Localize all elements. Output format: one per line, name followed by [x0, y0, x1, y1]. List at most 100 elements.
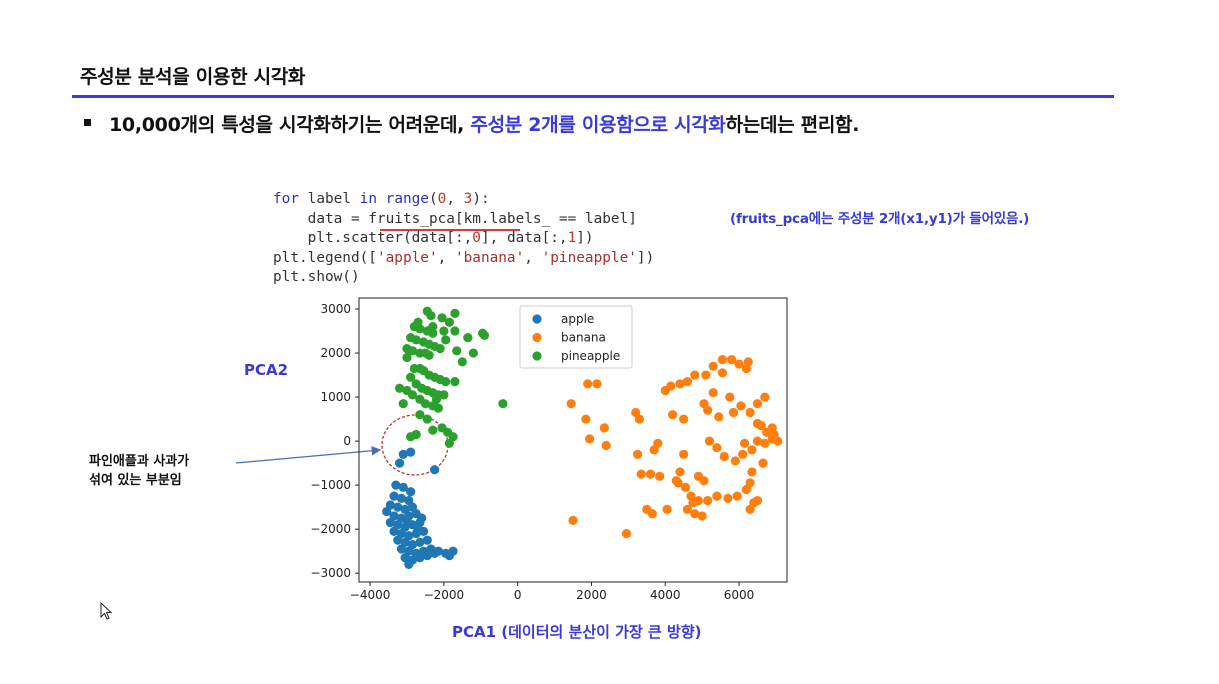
scatter-point-banana: [725, 392, 735, 402]
bullet-marker: [84, 119, 91, 126]
scatter-point-banana: [714, 412, 724, 422]
scatter-point-banana: [752, 495, 763, 506]
scatter-point-pineapple: [398, 399, 408, 409]
plot-frame: [358, 297, 788, 583]
scatter-point-banana: [719, 451, 729, 462]
scatter-point-banana: [585, 434, 595, 444]
scatter-point-banana: [592, 379, 602, 389]
scatter-point-banana: [743, 357, 753, 367]
scatter-point-apple: [396, 544, 407, 554]
scatter-point-banana: [727, 355, 737, 365]
scatter-point-pineapple: [444, 438, 454, 448]
scatter-point-banana: [653, 438, 663, 448]
scatter-point-pineapple: [457, 357, 467, 367]
y-axis-annotation: PCA2: [244, 361, 289, 379]
scatter-point-banana: [690, 509, 700, 519]
scatter-point-apple: [406, 447, 416, 457]
scatter-point-banana: [568, 515, 578, 525]
scatter-point-banana: [723, 493, 733, 503]
scatter-point-banana: [581, 414, 591, 424]
scatter-point-pineapple: [406, 372, 416, 382]
code-block: for label in range(0, 3): data = fruits_…: [273, 190, 654, 288]
scatter-point-apple: [415, 553, 425, 563]
x-tick-label: 0: [514, 588, 522, 602]
scatter-point-banana: [712, 491, 722, 501]
scatter-point-banana: [675, 379, 685, 389]
x-tick-label: 2000: [576, 588, 607, 602]
scatter-point-pineapple: [426, 311, 436, 321]
y-tick-label: −3000: [310, 566, 351, 580]
x-tick-label: 6000: [724, 588, 755, 602]
scatter-point-pineapple: [428, 322, 438, 332]
scatter-point-banana: [745, 478, 755, 488]
scatter-point-banana: [632, 449, 643, 459]
scatter-point-banana: [688, 498, 698, 508]
scatter-point-pineapple: [409, 363, 419, 374]
scatter-point-banana: [647, 509, 657, 519]
scatter-point-banana: [645, 469, 656, 479]
legend-box: [519, 305, 633, 369]
scatter-point-banana: [662, 504, 672, 514]
scatter-point-apple: [422, 550, 432, 561]
scatter-point-pineapple: [413, 317, 423, 327]
scatter-point-apple: [406, 487, 416, 497]
scatter-point-apple: [398, 449, 408, 459]
scatter-point-apple: [417, 513, 427, 523]
scatter-point-pineapple: [420, 399, 431, 409]
scatter-point-pineapple: [394, 383, 405, 393]
legend-marker-pineapple: [532, 351, 542, 361]
code-line-1: for label in range(0, 3):: [273, 191, 490, 207]
scatter-point-pineapple: [406, 432, 416, 442]
y-tick-label: −2000: [310, 522, 351, 536]
x-tick-label: −4000: [350, 588, 391, 602]
scatter-point-pineapple: [407, 390, 418, 400]
scatter-point-banana: [601, 440, 611, 451]
scatter-point-banana: [745, 407, 755, 418]
scatter-point-banana: [747, 467, 757, 477]
title-underline: [72, 95, 1114, 98]
scatter-point-pineapple: [478, 328, 488, 338]
scatter-point-banana: [634, 414, 645, 424]
scatter-point-banana: [739, 438, 750, 448]
scatter-point-apple: [398, 482, 408, 492]
scatter-point-apple: [394, 458, 405, 468]
scatter-point-pineapple: [402, 352, 412, 363]
code-line-5: plt.show(): [273, 269, 360, 285]
scatter-point-banana: [675, 467, 685, 477]
scatter-point-banana: [708, 361, 718, 371]
scatter-point-banana: [566, 399, 576, 409]
scatter-point-apple: [382, 506, 392, 517]
scatter-point-banana: [738, 449, 748, 459]
scatter-point-apple: [393, 502, 403, 512]
code-underline-mark: [380, 229, 520, 231]
legend-label-banana: banana: [561, 331, 606, 345]
scatter-point-banana: [679, 449, 689, 459]
scatter-point-banana: [636, 469, 646, 479]
bullet-line: 10,000개의 특성을 시각화하기는 어려운데, 주성분 2개를 이용함으로 …: [84, 110, 859, 137]
slide-title: 주성분 분석을 이용한 시각화: [80, 66, 306, 88]
scatter-point-pineapple: [444, 317, 454, 327]
scatter-point-pineapple: [437, 313, 447, 323]
scatter-point-banana: [767, 434, 777, 444]
scatter-point-banana: [655, 471, 665, 481]
scatter-point-pineapple: [407, 346, 418, 356]
code-note: (fruits_pca에는 주성분 2개(x1,y1)가 들어있음.): [730, 211, 1030, 227]
scatter-point-banana: [767, 423, 777, 433]
scatter-point-pineapple: [498, 399, 508, 409]
scatter-point-pineapple: [428, 328, 438, 338]
code-line-3: plt.scatter(data[:,0], data[:,1]): [273, 230, 594, 246]
y-tick-label: 2000: [320, 346, 351, 360]
scatter-point-apple: [413, 524, 423, 534]
scatter-point-banana: [704, 436, 715, 446]
scatter-point-banana: [728, 407, 739, 418]
scatter-point-pineapple: [422, 414, 432, 424]
scatter-point-banana: [752, 399, 763, 409]
scatter-point-banana: [690, 370, 700, 380]
scatter-point-pineapple: [424, 350, 434, 360]
scatter-point-banana: [760, 392, 770, 402]
bullet-text-before: 10,000개의 특성을 시각화하기는 어려운데,: [109, 114, 471, 136]
scatter-point-pineapple: [463, 333, 473, 343]
scatter-point-banana: [760, 438, 770, 448]
scatter-point-pineapple: [450, 326, 460, 336]
